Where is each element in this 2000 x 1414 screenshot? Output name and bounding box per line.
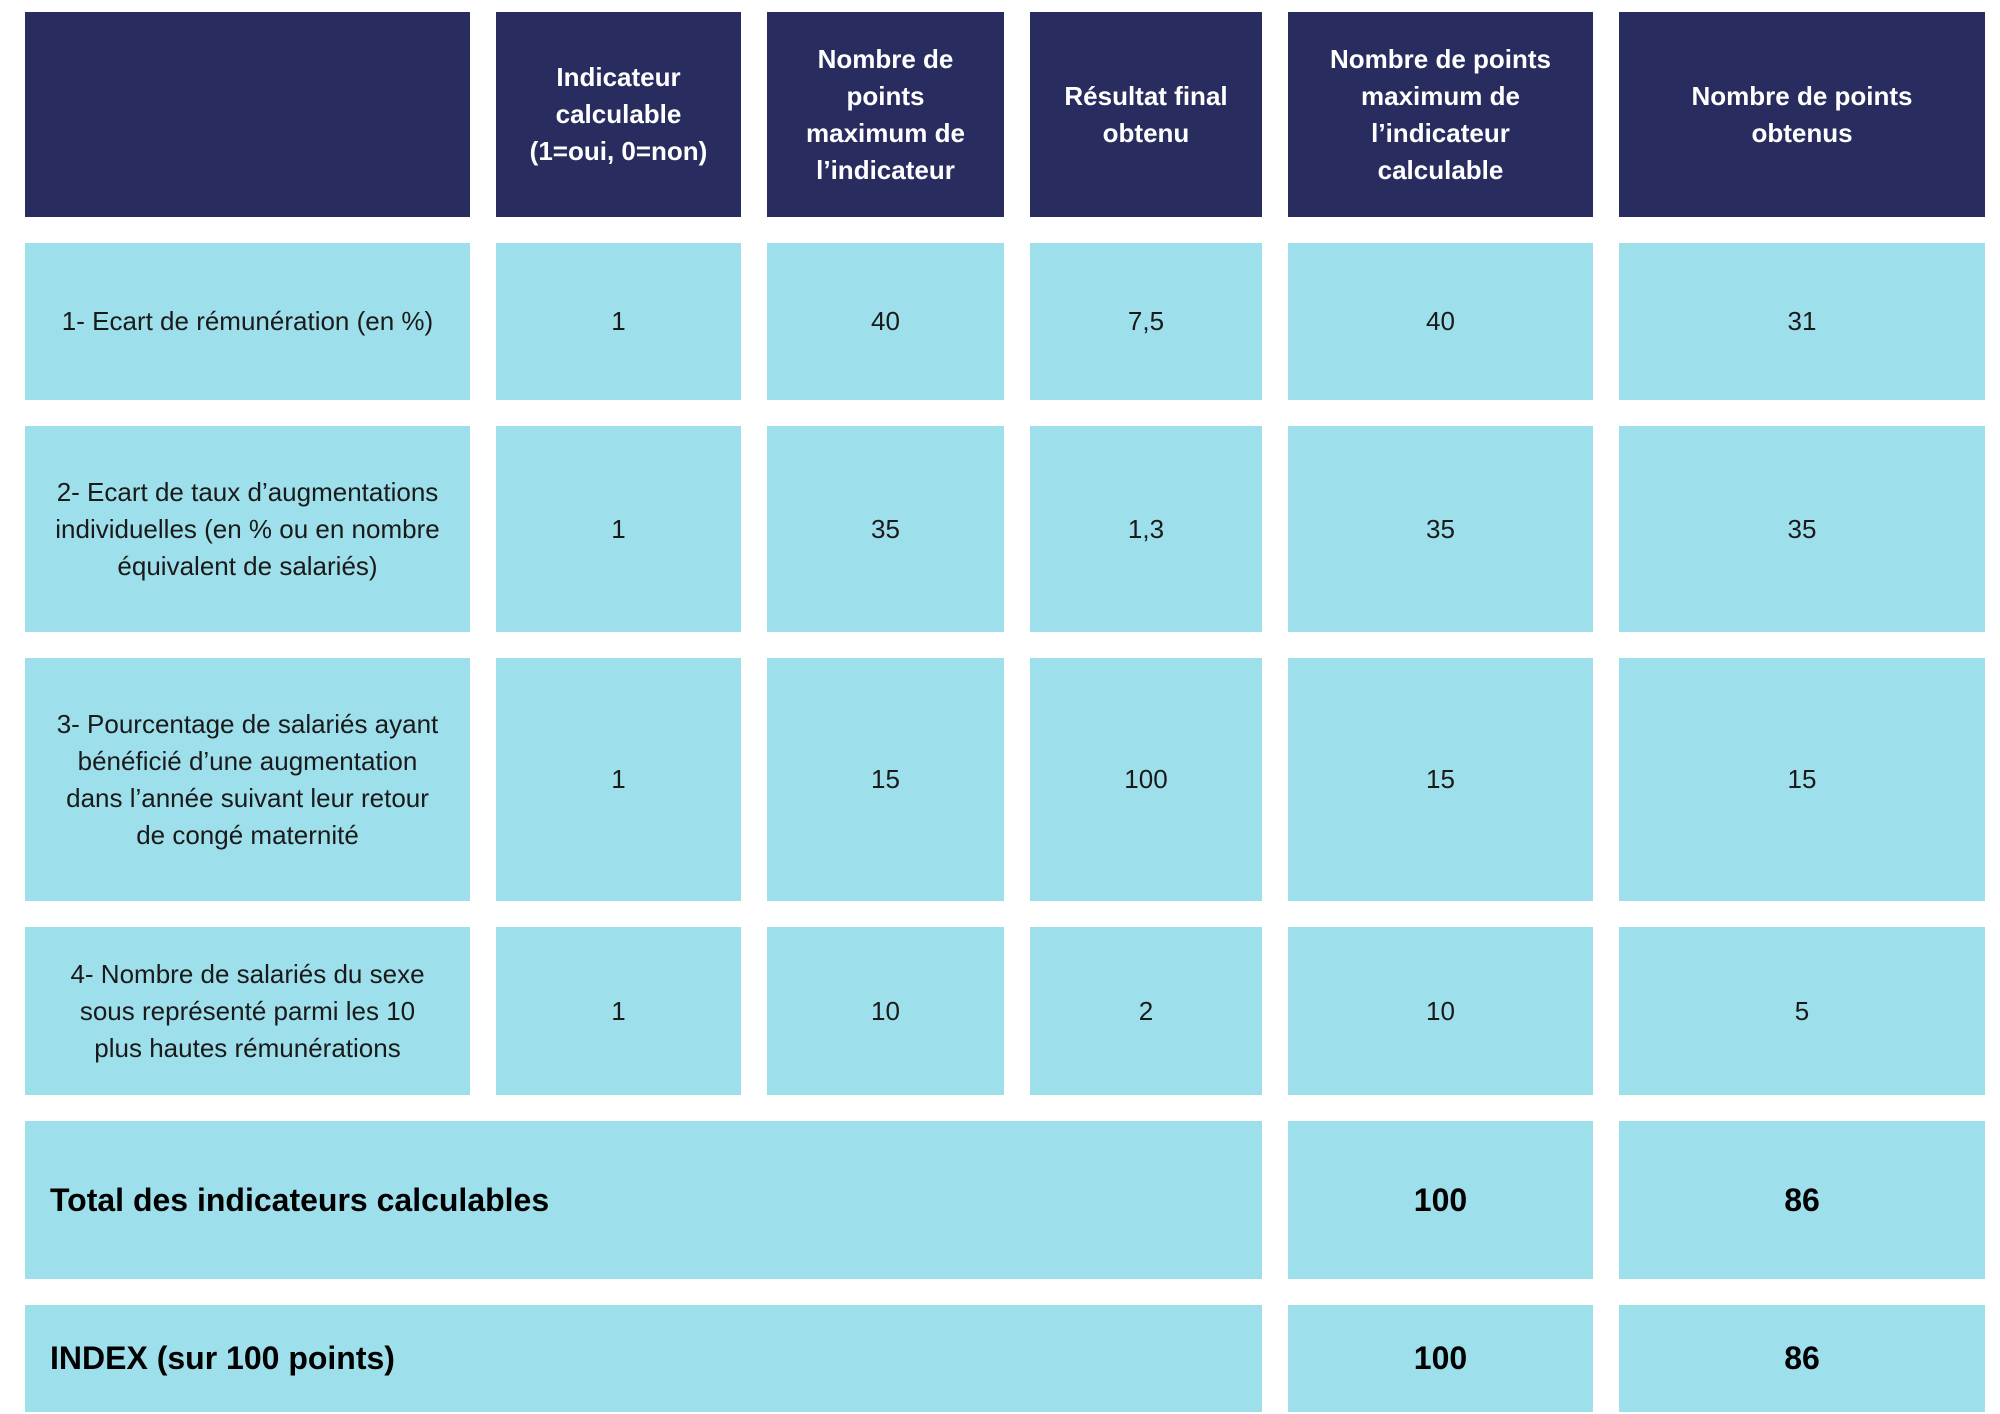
index-max-points: 100 (1288, 1305, 1593, 1412)
row-3-result: 100 (1030, 658, 1262, 901)
total-points-obtained: 86 (1619, 1121, 1985, 1279)
row-3-calculable: 1 (496, 658, 741, 901)
header-row-label (25, 12, 470, 217)
row-3-max-points: 15 (767, 658, 1004, 901)
index-table: Indicateur calculable (1=oui, 0=non) Nom… (25, 12, 1985, 1412)
row-4-max-points-calculable: 10 (1288, 927, 1593, 1095)
row-3-max-points-calculable: 15 (1288, 658, 1593, 901)
row-2-max-points-calculable: 35 (1288, 426, 1593, 632)
row-1-calculable: 1 (496, 243, 741, 400)
row-1-max-points-calculable: 40 (1288, 243, 1593, 400)
row-3-points-obtained: 15 (1619, 658, 1985, 901)
row-1-result: 7,5 (1030, 243, 1262, 400)
row-3-label: 3- Pourcentage de salariés ayant bénéfic… (25, 658, 470, 901)
total-max-points-calculable: 100 (1288, 1121, 1593, 1279)
row-4-result: 2 (1030, 927, 1262, 1095)
header-max-points: Nombre de points maximum de l’indicateur (767, 12, 1004, 217)
row-1-label: 1- Ecart de rémunération (en %) (25, 243, 470, 400)
header-calculable: Indicateur calculable (1=oui, 0=non) (496, 12, 741, 217)
row-2-max-points: 35 (767, 426, 1004, 632)
total-label: Total des indicateurs calculables (25, 1121, 1262, 1279)
row-4-points-obtained: 5 (1619, 927, 1985, 1095)
row-1-points-obtained: 31 (1619, 243, 1985, 400)
row-2-label: 2- Ecart de taux d’augmentations individ… (25, 426, 470, 632)
row-1-max-points: 40 (767, 243, 1004, 400)
header-points-obtained: Nombre de points obtenus (1619, 12, 1985, 217)
row-2-calculable: 1 (496, 426, 741, 632)
row-2-points-obtained: 35 (1619, 426, 1985, 632)
row-4-label: 4- Nombre de salariés du sexe sous repré… (25, 927, 470, 1095)
row-2-result: 1,3 (1030, 426, 1262, 632)
row-4-calculable: 1 (496, 927, 741, 1095)
row-4-max-points: 10 (767, 927, 1004, 1095)
index-label: INDEX (sur 100 points) (25, 1305, 1262, 1412)
header-max-points-calculable: Nombre de points maximum de l’indicateur… (1288, 12, 1593, 217)
index-points-obtained: 86 (1619, 1305, 1985, 1412)
header-result: Résultat final obtenu (1030, 12, 1262, 217)
